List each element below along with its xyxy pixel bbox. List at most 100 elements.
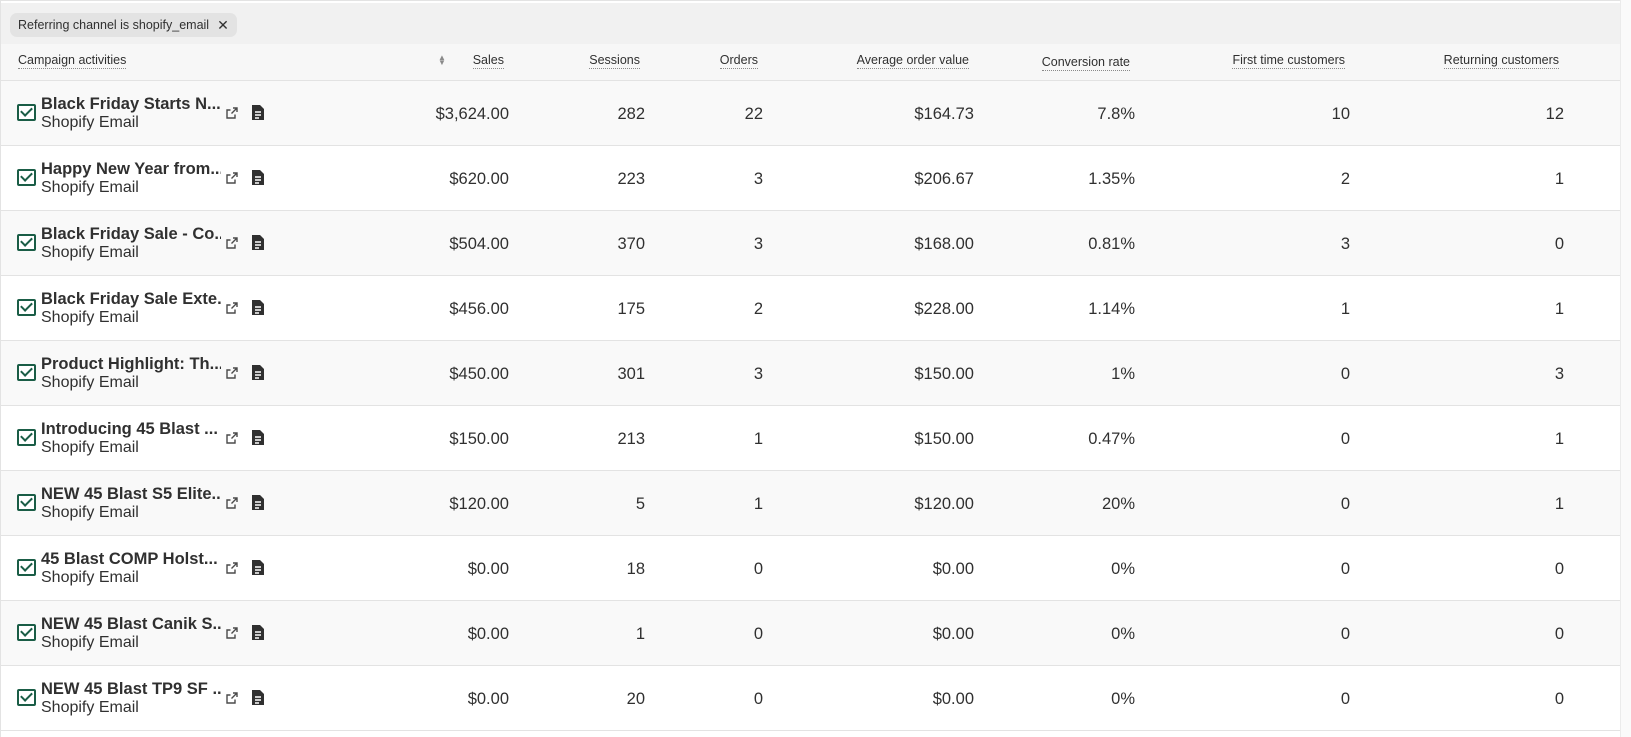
campaign-name[interactable]: Black Friday Sale - Co... — [41, 225, 221, 243]
sales-cell: $3,624.00 — [435, 105, 509, 123]
external-link-icon[interactable] — [226, 626, 238, 639]
filter-chip[interactable]: Referring channel is shopify_email ✕ — [10, 13, 237, 37]
table-row[interactable]: NEW 45 Blast TP9 SF ... Shopify Email $0.0… — [1, 666, 1620, 731]
campaign-channel: Shopify Email — [41, 504, 139, 521]
returning-customers-cell: 1 — [1554, 170, 1564, 188]
scrollbar[interactable] — [1620, 0, 1631, 737]
campaign-name[interactable]: NEW 45 Blast Canik S... — [41, 615, 221, 633]
report-document-icon[interactable] — [251, 494, 265, 511]
average-order-value-cell: $228.00 — [914, 300, 974, 318]
table-row[interactable]: Product Highlight: Th... Shopify Email $45… — [1, 341, 1620, 406]
report-document-icon[interactable] — [251, 169, 265, 186]
campaign-channel: Shopify Email — [41, 634, 139, 651]
first-time-customers-cell: 0 — [1340, 560, 1350, 578]
orders-cell: 22 — [744, 105, 763, 123]
email-icon — [17, 624, 36, 641]
campaign-name[interactable]: Black Friday Sale Exte... — [41, 290, 221, 308]
campaign-name[interactable]: NEW 45 Blast S5 Elite... — [41, 485, 221, 503]
conversion-rate-cell: 1% — [1111, 365, 1135, 383]
column-returning-customers[interactable]: Returning customers — [1443, 53, 1559, 69]
orders-cell: 0 — [753, 625, 763, 643]
external-link-icon[interactable] — [226, 561, 238, 574]
table-row[interactable]: 45 Blast COMP Holst... Shopify Email $0.00… — [1, 536, 1620, 601]
external-link-icon[interactable] — [226, 301, 238, 314]
sales-cell: $0.00 — [467, 690, 509, 708]
orders-cell: 1 — [753, 495, 763, 513]
column-sales[interactable]: Sales — [472, 53, 504, 69]
sessions-cell: 20 — [626, 690, 645, 708]
returning-customers-cell: 1 — [1554, 430, 1564, 448]
sessions-cell: 223 — [617, 170, 645, 188]
external-link-icon[interactable] — [226, 366, 238, 379]
sales-cell: $456.00 — [449, 300, 509, 318]
external-link-icon[interactable] — [226, 431, 238, 444]
table-row[interactable]: Black Friday Sale Exte... Shopify Email $4… — [1, 276, 1620, 341]
average-order-value-cell: $120.00 — [914, 495, 974, 513]
email-icon — [17, 104, 36, 121]
returning-customers-cell: 0 — [1554, 690, 1564, 708]
sessions-cell: 370 — [617, 235, 645, 253]
column-first-time-customers[interactable]: First time customers — [1232, 53, 1345, 69]
first-time-customers-cell: 0 — [1340, 495, 1350, 513]
average-order-value-cell: $150.00 — [914, 430, 974, 448]
returning-customers-cell: 1 — [1554, 495, 1564, 513]
returning-customers-cell: 3 — [1554, 365, 1564, 383]
average-order-value-cell: $150.00 — [914, 365, 974, 383]
external-link-icon[interactable] — [226, 171, 238, 184]
first-time-customers-cell: 0 — [1340, 365, 1350, 383]
campaign-channel: Shopify Email — [41, 114, 139, 131]
campaign-channel: Shopify Email — [41, 439, 139, 456]
orders-cell: 1 — [753, 430, 763, 448]
sessions-cell: 5 — [635, 495, 645, 513]
column-sessions[interactable]: Sessions — [589, 53, 640, 69]
column-campaign-activities[interactable]: Campaign activities — [18, 53, 127, 69]
table-row[interactable]: NEW 45 Blast Canik S... Shopify Email $0.0… — [1, 601, 1620, 666]
sales-cell: $620.00 — [449, 170, 509, 188]
campaign-name[interactable]: Black Friday Starts N... — [41, 95, 221, 113]
campaign-name[interactable]: Introducing 45 Blast ... — [41, 420, 218, 438]
column-conversion-rate[interactable]: Conversion rate — [1041, 55, 1130, 71]
external-link-icon[interactable] — [226, 691, 238, 704]
table-row[interactable]: Black Friday Sale - Co... Shopify Email $5… — [1, 211, 1620, 276]
email-icon — [17, 429, 36, 446]
report-document-icon[interactable] — [251, 689, 265, 706]
external-link-icon[interactable] — [226, 236, 238, 249]
conversion-rate-cell: 0% — [1111, 625, 1135, 643]
sort-arrows-icon[interactable]: ▲ ▼ — [438, 53, 446, 67]
table-row[interactable]: Introducing 45 Blast ... Shopify Email $15… — [1, 406, 1620, 471]
close-icon[interactable]: ✕ — [217, 17, 229, 33]
campaign-name[interactable]: 45 Blast COMP Holst... — [41, 550, 218, 568]
external-link-icon[interactable] — [226, 106, 238, 119]
report-document-icon[interactable] — [251, 234, 265, 251]
report-document-icon[interactable] — [251, 364, 265, 381]
conversion-rate-cell: 0.47% — [1088, 430, 1135, 448]
column-average-order-value[interactable]: Average order value — [856, 53, 969, 69]
first-time-customers-cell: 10 — [1331, 105, 1350, 123]
report-document-icon[interactable] — [251, 559, 265, 576]
report-document-icon[interactable] — [251, 104, 265, 121]
external-link-icon[interactable] — [226, 496, 238, 509]
table-row[interactable]: NEW 45 Blast S5 Elite... Shopify Email $12… — [1, 471, 1620, 536]
campaign-name[interactable]: NEW 45 Blast TP9 SF ... — [41, 680, 221, 698]
email-icon — [17, 494, 36, 511]
column-orders[interactable]: Orders — [719, 53, 758, 69]
table-row[interactable]: Black Friday Starts N... Shopify Email $3,… — [1, 81, 1620, 146]
returning-customers-cell: 1 — [1554, 300, 1564, 318]
sales-cell: $0.00 — [467, 625, 509, 643]
report-document-icon[interactable] — [251, 429, 265, 446]
report-document-icon[interactable] — [251, 624, 265, 641]
report-document-icon[interactable] — [251, 299, 265, 316]
sales-cell: $0.00 — [467, 560, 509, 578]
average-order-value-cell: $206.67 — [914, 170, 974, 188]
campaign-channel: Shopify Email — [41, 179, 139, 196]
conversion-rate-cell: 7.8% — [1097, 105, 1135, 123]
orders-cell: 2 — [753, 300, 763, 318]
campaign-name[interactable]: Product Highlight: Th... — [41, 355, 221, 373]
sessions-cell: 282 — [617, 105, 645, 123]
table-row[interactable]: Happy New Year from... Shopify Email $620.… — [1, 146, 1620, 211]
orders-cell: 3 — [753, 365, 763, 383]
average-order-value-cell: $0.00 — [932, 690, 974, 708]
campaign-name[interactable]: Happy New Year from... — [41, 160, 221, 178]
email-icon — [17, 364, 36, 381]
